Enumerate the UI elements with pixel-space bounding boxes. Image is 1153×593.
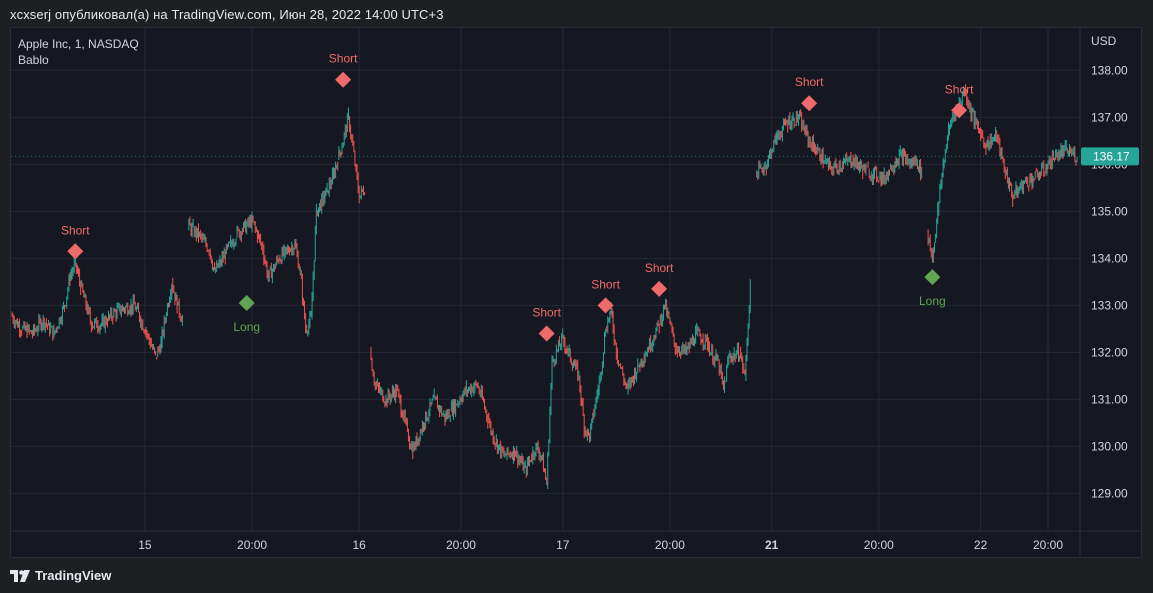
long-signal-label: Long [233,320,260,334]
time-tick-label: 20:00 [655,538,685,552]
last-price-label: 136.17 [1093,149,1130,163]
time-tick-label: 22 [974,538,988,552]
short-signal-marker [801,95,818,112]
price-tick-label: 134.00 [1091,251,1128,265]
short-signal-marker [597,297,614,314]
price-tick-label: 132.00 [1091,345,1128,359]
short-signal-label: Short [61,223,90,237]
short-signal-label: Short [591,277,620,291]
tradingview-logo-icon [10,569,30,582]
last-price-badge [1081,147,1139,166]
long-signal-label: Long [919,294,946,308]
price-tick-label: 133.00 [1091,298,1128,312]
short-signal-label: Short [532,306,561,320]
time-tick-label: 21 [765,538,779,552]
short-signal-label: Short [329,52,358,66]
price-tick-label: 138.00 [1091,63,1128,77]
footer-brand-label: TradingView [35,568,112,583]
time-tick-label: 20:00 [237,538,267,552]
chart-grid [11,28,1141,557]
signals-layer: Short Long Short Short Short Short Short Long Sh… [61,52,974,342]
price-tick-label: 137.00 [1091,110,1128,124]
long-signal-marker [924,269,941,286]
time-axis: 15 20:00 16 20:00 17 20:00 21 20:00 22 20:00 [138,538,1063,552]
short-signal-marker [951,102,968,119]
short-signal-marker [538,325,555,342]
time-tick-label: 17 [556,538,570,552]
price-tick-label: 129.00 [1091,486,1128,500]
short-signal-label: Short [795,75,824,89]
short-signal-marker [67,243,84,260]
price-tick-label: 130.00 [1091,439,1128,453]
short-signal-marker [651,280,668,297]
short-signal-label: Short [945,82,974,96]
symbol-line[interactable]: Apple Inc, 1, NASDAQ [18,37,139,51]
price-axis: 138.00137.00136.00135.00134.00133.00132.… [1081,63,1139,500]
currency-label[interactable]: USD [1091,34,1117,48]
indicator-name[interactable]: Bablo [18,53,49,67]
time-tick-label: 20:00 [864,538,894,552]
footer-brand[interactable]: TradingView [10,568,111,583]
time-tick-label: 16 [353,538,367,552]
candles-layer [11,84,1080,490]
time-tick-label: 20:00 [446,538,476,552]
long-signal-marker [238,295,255,312]
time-tick-label: 20:00 [1033,538,1063,552]
price-tick-label: 135.00 [1091,204,1128,218]
chart-legend: Apple Inc, 1, NASDAQ Bablo [18,36,139,68]
short-signal-marker [335,71,352,88]
time-tick-label: 15 [138,538,152,552]
price-tick-label: 131.00 [1091,392,1128,406]
short-signal-label: Short [645,261,674,275]
publish-header: xcxserj опубликовал(а) на TradingView.co… [10,7,444,22]
